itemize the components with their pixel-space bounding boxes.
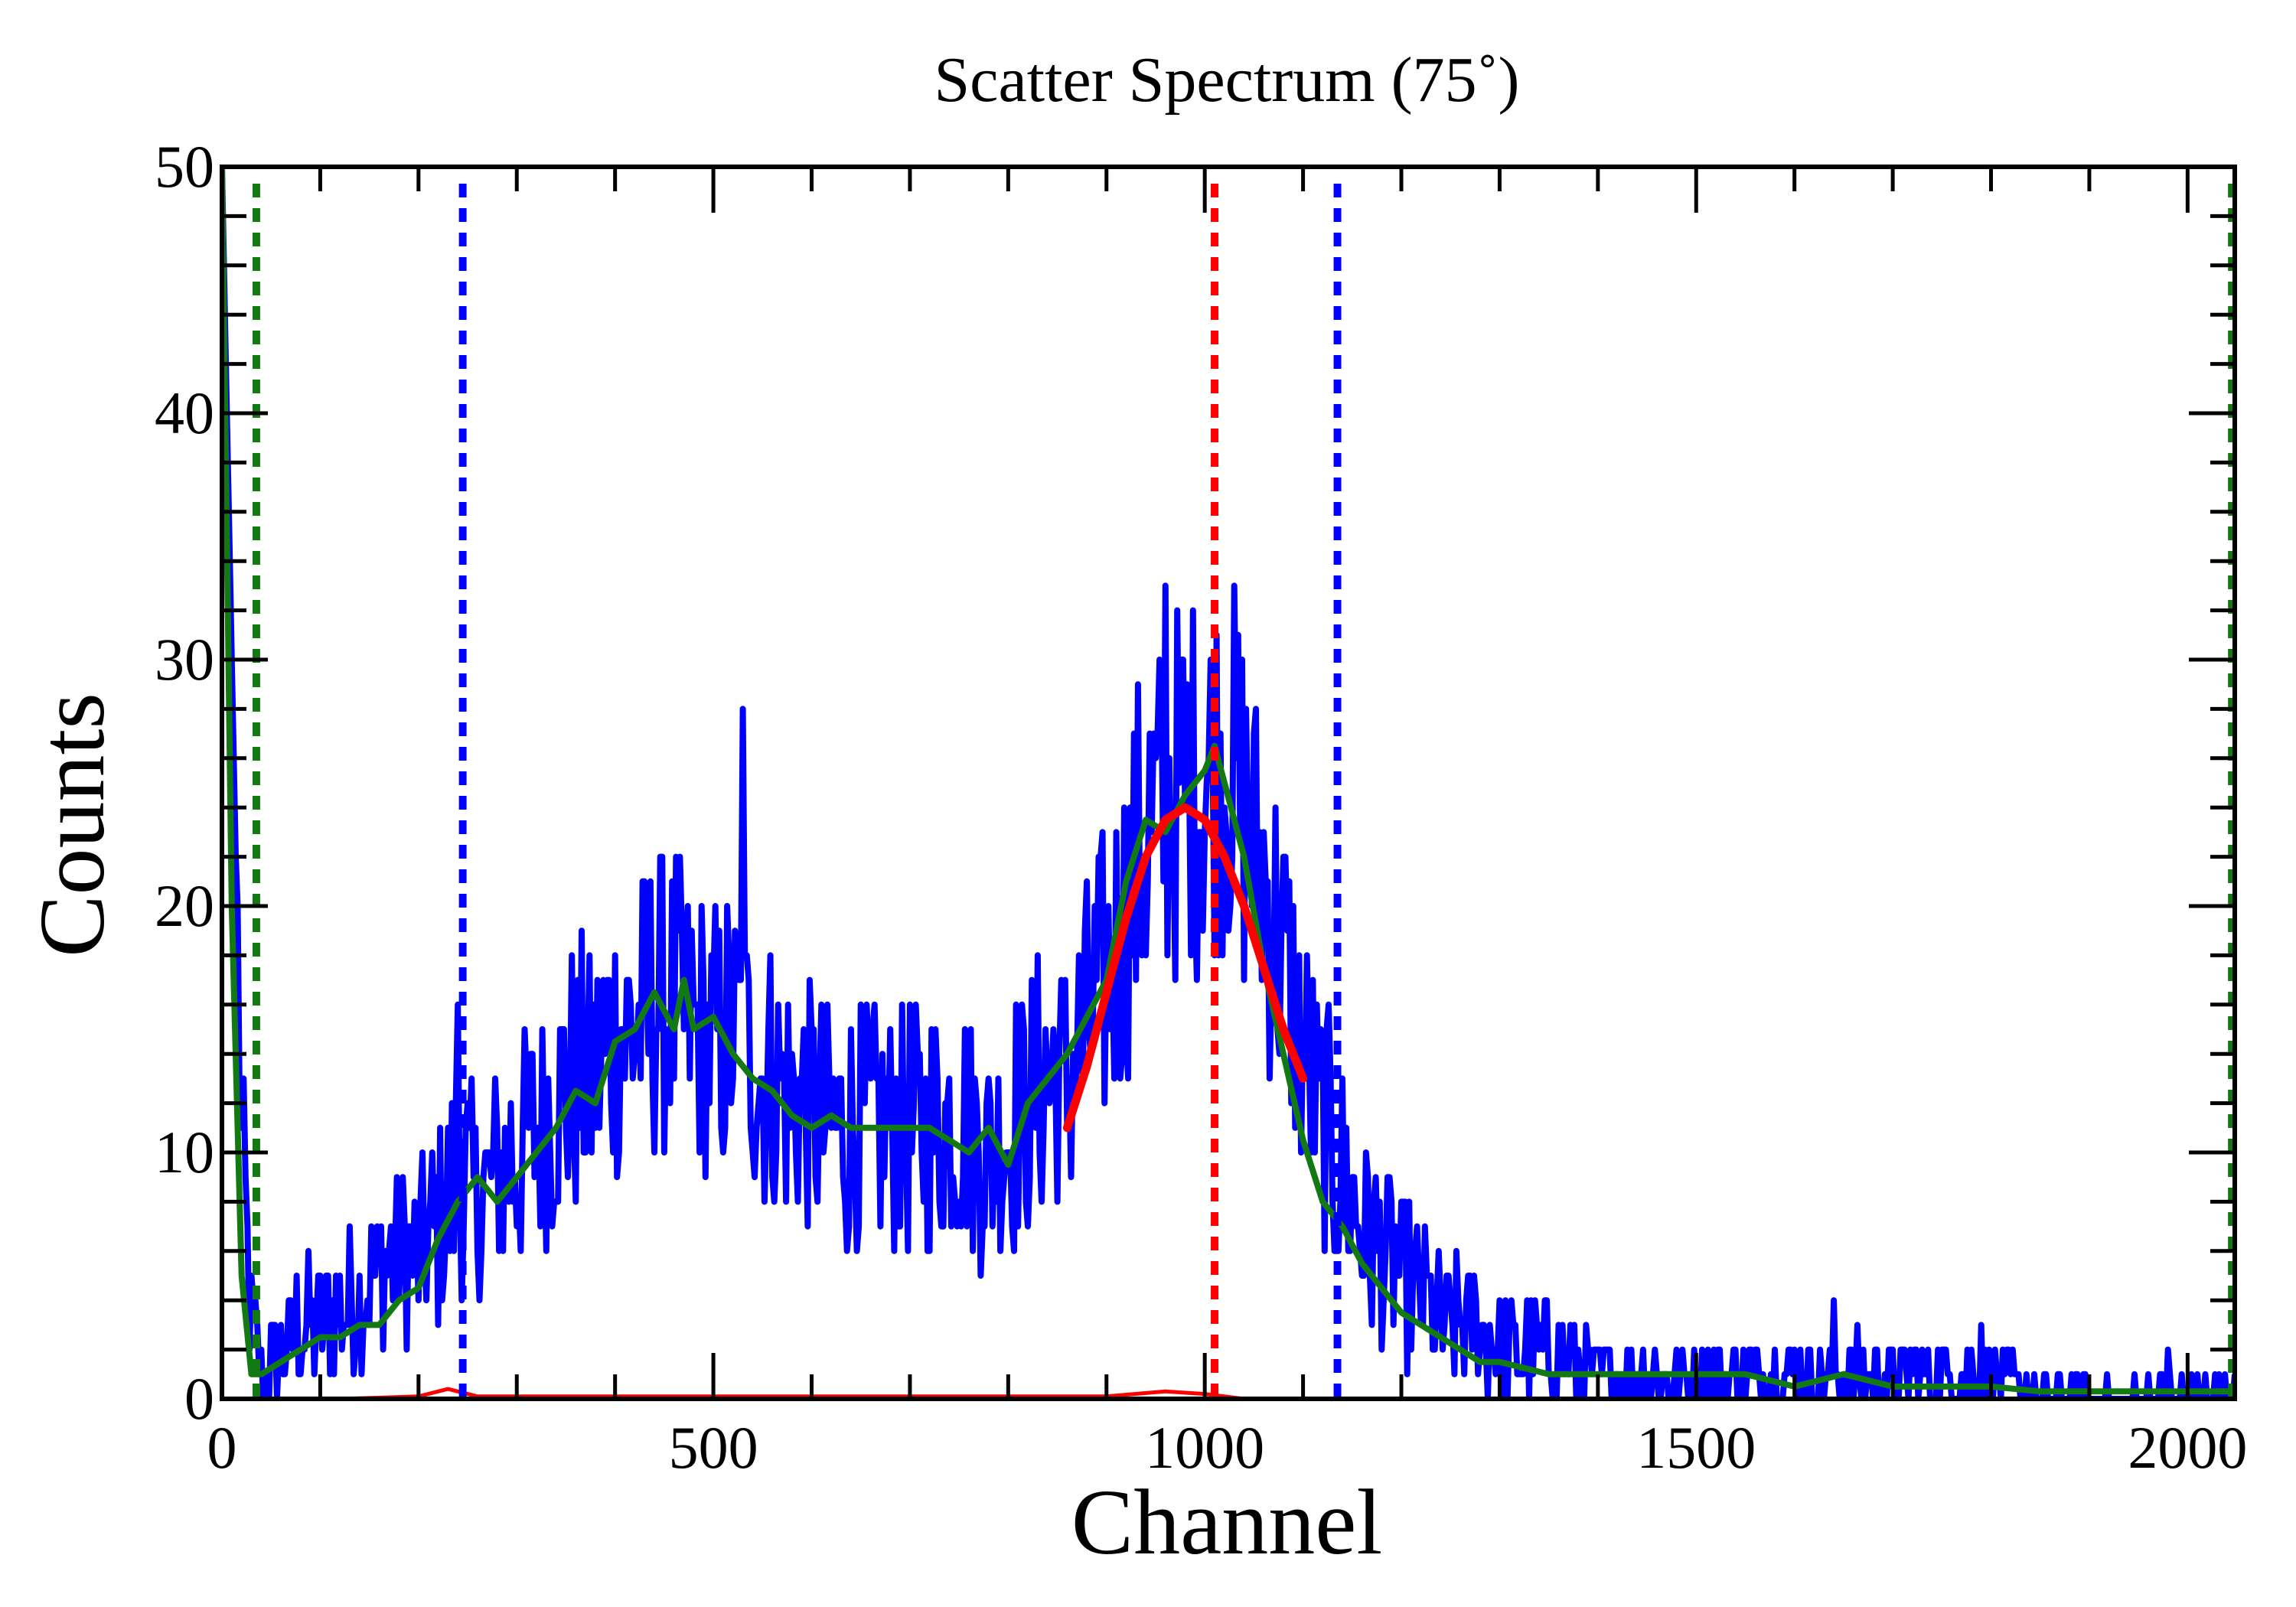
y-tick-label: 40 [155, 380, 214, 446]
plot-area: 0 500 1000 1500 2000 0 10 20 30 40 50 [155, 133, 2247, 1481]
y-tick-label: 20 [155, 872, 214, 939]
y-tick-label: 10 [155, 1119, 214, 1185]
series-line-smoothed [222, 167, 2235, 1395]
x-tick-label: 1500 [1636, 1414, 1756, 1481]
y-tick-label: 50 [155, 133, 214, 200]
y-axis-label: Counts [21, 693, 124, 957]
series-line-baseline [338, 1387, 1246, 1399]
chart-title: Scatter Spectrum (75˚) [934, 44, 1519, 116]
plot-frame [220, 165, 2237, 1401]
series-group [222, 167, 2235, 1399]
y-tick-label: 0 [184, 1365, 214, 1432]
series-line-gaussian-fit [1062, 803, 1308, 1133]
x-tick-label: 0 [207, 1414, 237, 1481]
y-tick-label: 30 [155, 626, 214, 693]
x-axis-label: Channel [1071, 1471, 1383, 1574]
x-tick-label: 2000 [2128, 1414, 2247, 1481]
series-line-raw-counts [222, 167, 2235, 1399]
x-tick-label: 1000 [1145, 1414, 1264, 1481]
x-tick-label: 500 [669, 1414, 758, 1481]
